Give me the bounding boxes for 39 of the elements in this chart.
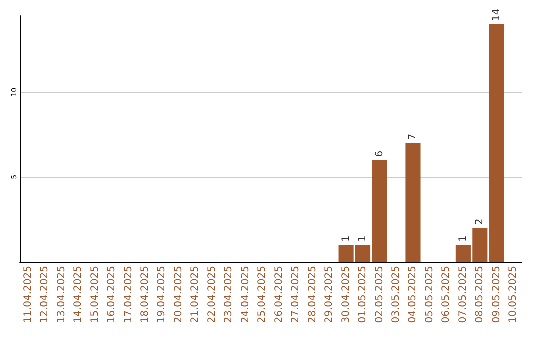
x-tick-label: 30.04.2025	[340, 266, 352, 324]
data-label: 1	[458, 236, 469, 242]
x-tick-label: 03.05.2025	[391, 266, 402, 324]
x-tick-label: 17.04.2025	[123, 266, 134, 324]
x-tick-label: 02.05.2025	[374, 266, 386, 324]
data-label: 2	[474, 218, 486, 226]
bar	[489, 24, 504, 262]
x-tick-label: 21.04.2025	[190, 266, 202, 324]
x-tick-label: 07.05.2025	[458, 266, 469, 324]
x-tick-label: 12.04.2025	[40, 266, 51, 324]
x-tick-label: 29.04.2025	[324, 266, 336, 324]
x-tick-label: 06.05.2025	[441, 266, 452, 324]
x-tick-label: 20.04.2025	[173, 266, 184, 324]
x-tick-label: 08.05.2025	[474, 266, 486, 324]
x-tick-label: 16.04.2025	[106, 266, 118, 324]
bar	[406, 143, 421, 262]
data-label: 14	[491, 8, 502, 22]
x-tick-label: 14.04.2025	[73, 266, 84, 324]
x-tick-label: 19.04.2025	[156, 266, 168, 324]
x-tick-label: 23.04.2025	[224, 266, 235, 324]
x-tick-label: 25.04.2025	[257, 266, 268, 324]
x-tick-label: 22.04.2025	[206, 266, 218, 324]
x-tick-label: 11.04.2025	[22, 266, 34, 324]
x-tick-label: 26.04.2025	[274, 266, 285, 324]
x-tick-label: 10.05.2025	[508, 266, 520, 324]
x-tick-label: 09.05.2025	[491, 266, 502, 324]
x-tick-label: 18.04.2025	[140, 266, 151, 324]
data-label: 7	[408, 134, 419, 140]
data-label: 1	[340, 236, 352, 242]
x-tick-label: 13.04.2025	[56, 266, 68, 324]
data-label: 6	[374, 150, 386, 158]
x-tick-label: 04.05.2025	[408, 266, 419, 324]
x-tick-label: 27.04.2025	[290, 266, 302, 324]
x-tick-label: 15.04.2025	[90, 266, 101, 324]
x-tick-label: 05.05.2025	[424, 266, 436, 324]
data-label: 1	[358, 236, 369, 242]
x-tick-label: 24.04.2025	[240, 266, 252, 324]
x-tick-label: 01.05.2025	[358, 266, 369, 324]
x-tick-label: 28.04.2025	[307, 266, 318, 324]
